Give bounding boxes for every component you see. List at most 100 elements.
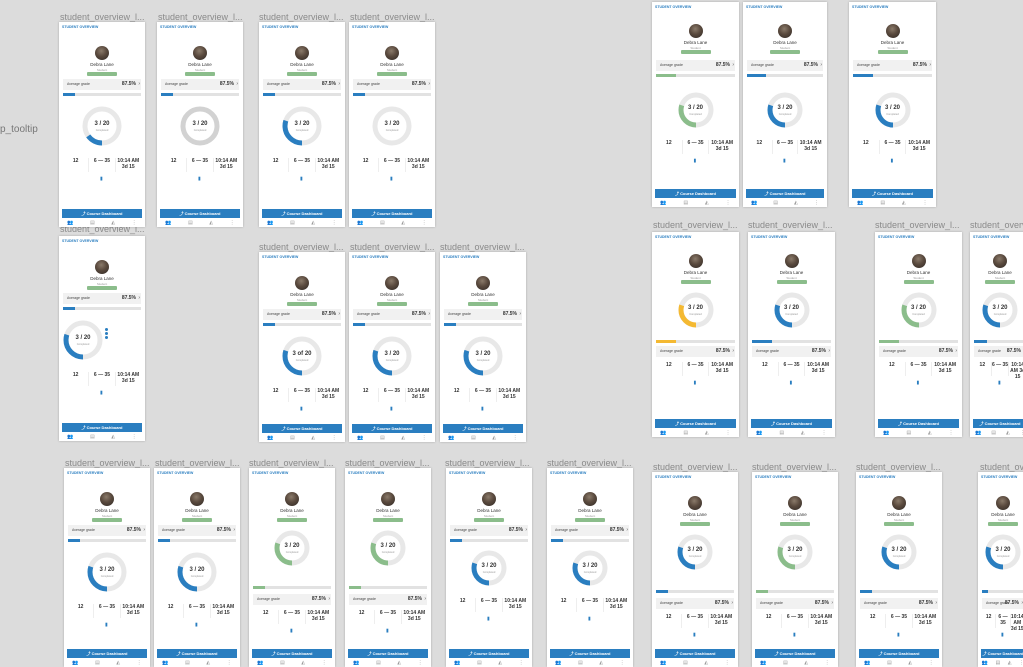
mountain-icon[interactable]: ◭ bbox=[209, 220, 214, 226]
list-icon[interactable]: ▤ bbox=[887, 660, 892, 666]
more-icon[interactable]: ⋮ bbox=[928, 660, 934, 666]
people-icon[interactable]: 👥 bbox=[67, 434, 74, 440]
average-grade-row[interactable]: Average grade 87.5%› bbox=[656, 346, 735, 357]
more-icon[interactable]: ⋮ bbox=[321, 660, 327, 666]
course-dashboard-button[interactable]: ⤴ Course Dashboard bbox=[252, 649, 332, 658]
more-icon[interactable]: ⋮ bbox=[421, 220, 427, 226]
more-icon[interactable]: ⋮ bbox=[421, 435, 427, 441]
list-icon[interactable]: ▤ bbox=[380, 220, 385, 226]
more-icon[interactable]: ⋮ bbox=[136, 660, 142, 666]
people-icon[interactable]: 👥 bbox=[257, 660, 264, 666]
more-icon[interactable]: ⋮ bbox=[821, 430, 827, 436]
more-icon[interactable]: ⋮ bbox=[131, 434, 137, 440]
people-icon[interactable]: 👥 bbox=[660, 430, 667, 436]
average-grade-row[interactable]: Average grade 87.5%› bbox=[752, 346, 831, 357]
average-grade-row[interactable]: Average grade 87.5%› bbox=[263, 309, 341, 320]
course-dashboard-button[interactable]: ⤴ Course Dashboard bbox=[348, 649, 428, 658]
course-dashboard-button[interactable]: ⤴ Course Dashboard bbox=[655, 419, 736, 428]
more-icon[interactable]: ⋮ bbox=[724, 660, 730, 666]
mountain-icon[interactable]: ◭ bbox=[901, 200, 906, 206]
more-icon[interactable]: ⋮ bbox=[331, 435, 337, 441]
mountain-icon[interactable]: ◭ bbox=[401, 435, 406, 441]
more-icon[interactable]: ⋮ bbox=[948, 430, 954, 436]
people-icon[interactable]: 👥 bbox=[72, 660, 79, 666]
average-grade-row[interactable]: Average grade 87.5%› bbox=[853, 60, 932, 71]
people-icon[interactable]: 👥 bbox=[357, 435, 364, 441]
list-icon[interactable]: ▤ bbox=[578, 660, 583, 666]
course-dashboard-button[interactable]: ⤴ Course Dashboard bbox=[352, 424, 432, 433]
average-grade-row[interactable]: Average grade 87.5%› bbox=[158, 525, 236, 536]
people-icon[interactable]: 👥 bbox=[267, 435, 274, 441]
list-icon[interactable]: ▤ bbox=[380, 435, 385, 441]
people-icon[interactable]: 👥 bbox=[756, 430, 763, 436]
mountain-icon[interactable]: ◭ bbox=[311, 220, 316, 226]
mountain-icon[interactable]: ◭ bbox=[206, 660, 211, 666]
mountain-icon[interactable]: ◭ bbox=[498, 660, 503, 666]
people-icon[interactable]: 👥 bbox=[760, 660, 767, 666]
more-icon[interactable]: ⋮ bbox=[131, 220, 137, 226]
course-dashboard-button[interactable]: ⤴ Course Dashboard bbox=[852, 189, 933, 198]
average-grade-row[interactable]: Average grade 87.5%› bbox=[656, 60, 735, 71]
mountain-icon[interactable]: ◭ bbox=[1006, 430, 1010, 436]
people-icon[interactable]: 👥 bbox=[353, 660, 360, 666]
course-dashboard-button[interactable]: ⤴ Course Dashboard bbox=[655, 189, 736, 198]
list-icon[interactable]: ▤ bbox=[783, 660, 788, 666]
course-dashboard-button[interactable]: ⤴ Course Dashboard bbox=[981, 649, 1023, 658]
list-icon[interactable]: ▤ bbox=[773, 200, 779, 206]
people-icon[interactable]: 👥 bbox=[162, 660, 169, 666]
mountain-icon[interactable]: ◭ bbox=[804, 660, 809, 666]
list-icon[interactable]: ▤ bbox=[906, 430, 912, 436]
course-dashboard-button[interactable]: ⤴ Course Dashboard bbox=[352, 209, 432, 218]
list-icon[interactable]: ▤ bbox=[290, 220, 295, 226]
average-grade-row[interactable]: Average grade 87.5%› bbox=[353, 79, 431, 90]
people-icon[interactable]: 👥 bbox=[448, 435, 455, 441]
average-grade-row[interactable]: Average grade 87.5%› bbox=[161, 79, 239, 90]
list-icon[interactable]: ▤ bbox=[90, 220, 95, 226]
course-dashboard-button[interactable]: ⤴ Course Dashboard bbox=[751, 419, 832, 428]
list-icon[interactable]: ▤ bbox=[290, 435, 295, 441]
course-dashboard-button[interactable]: ⤴ Course Dashboard bbox=[655, 649, 735, 658]
course-dashboard-button[interactable]: ⤴ Course Dashboard bbox=[443, 424, 523, 433]
people-icon[interactable]: 👥 bbox=[975, 430, 982, 436]
average-grade-row[interactable]: Average grade 87.5%› bbox=[879, 346, 958, 357]
average-grade-row[interactable]: Average grade 87.5%› bbox=[353, 309, 431, 320]
people-icon[interactable]: 👥 bbox=[981, 660, 988, 666]
more-icon[interactable]: ⋮ bbox=[417, 660, 423, 666]
more-icon[interactable]: ⋮ bbox=[226, 660, 232, 666]
mountain-icon[interactable]: ◭ bbox=[927, 430, 932, 436]
average-grade-row[interactable]: Average grade 87.5%› bbox=[656, 598, 734, 609]
people-icon[interactable]: 👥 bbox=[357, 220, 364, 226]
average-grade-row[interactable]: Average grade 87.5%› bbox=[63, 293, 141, 304]
average-grade-row[interactable]: Average grade 87.5%› bbox=[756, 598, 834, 609]
average-grade-row[interactable]: Average grade 87.5%› bbox=[68, 525, 146, 536]
list-icon[interactable]: ▤ bbox=[477, 660, 482, 666]
average-grade-row[interactable]: Average grade 87.5%› bbox=[444, 309, 522, 320]
course-dashboard-button[interactable]: ⤴ Course Dashboard bbox=[550, 649, 630, 658]
more-icon[interactable]: ⋮ bbox=[518, 660, 524, 666]
mountain-icon[interactable]: ◭ bbox=[116, 660, 121, 666]
list-icon[interactable]: ▤ bbox=[880, 200, 886, 206]
more-icon[interactable]: ⋮ bbox=[331, 220, 337, 226]
list-icon[interactable]: ▤ bbox=[779, 430, 785, 436]
mountain-icon[interactable]: ◭ bbox=[301, 660, 306, 666]
more-icon[interactable]: ⋮ bbox=[512, 435, 518, 441]
list-icon[interactable]: ▤ bbox=[90, 434, 95, 440]
course-dashboard-button[interactable]: ⤴ Course Dashboard bbox=[878, 419, 959, 428]
people-icon[interactable]: 👥 bbox=[864, 660, 871, 666]
course-dashboard-button[interactable]: ⤴ Course Dashboard bbox=[67, 649, 147, 658]
people-icon[interactable]: 👥 bbox=[751, 200, 758, 206]
course-dashboard-button[interactable]: ⤴ Course Dashboard bbox=[160, 209, 240, 218]
people-icon[interactable]: 👥 bbox=[857, 200, 864, 206]
average-grade-row[interactable]: Average grade 87.5%› bbox=[253, 594, 331, 605]
people-icon[interactable]: 👥 bbox=[660, 200, 667, 206]
mountain-icon[interactable]: ◭ bbox=[397, 660, 402, 666]
list-icon[interactable]: ▤ bbox=[95, 660, 100, 666]
more-icon[interactable]: ⋮ bbox=[229, 220, 235, 226]
average-grade-row[interactable]: Average grade 87.5%› bbox=[860, 598, 938, 609]
more-icon[interactable]: ⋮ bbox=[725, 200, 731, 206]
average-grade-row[interactable]: Average grade 87.5%› bbox=[551, 525, 629, 536]
mountain-icon[interactable]: ◭ bbox=[908, 660, 913, 666]
people-icon[interactable]: 👥 bbox=[454, 660, 461, 666]
people-icon[interactable]: 👥 bbox=[267, 220, 274, 226]
list-icon[interactable]: ▤ bbox=[991, 430, 997, 436]
